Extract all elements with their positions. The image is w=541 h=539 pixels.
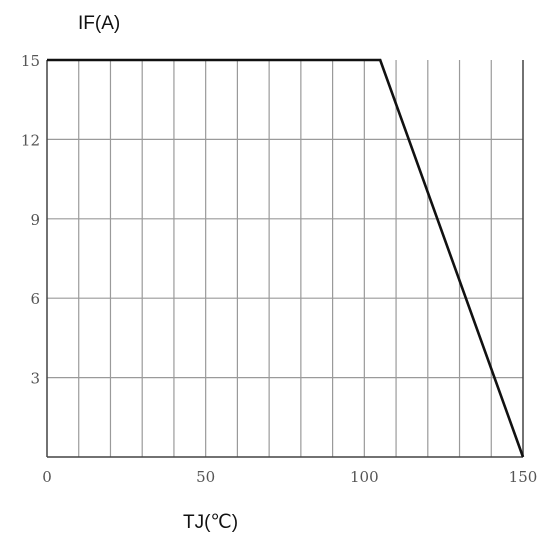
y-tick-label: 9	[30, 211, 40, 229]
y-axis-title: IF(A)	[78, 13, 120, 34]
x-tick-labels: 0 50 100 150	[42, 468, 537, 486]
y-tick-label: 12	[21, 131, 40, 149]
y-tick-label: 15	[21, 52, 40, 70]
plot-frame	[46, 60, 524, 458]
x-tick-label: 50	[196, 468, 215, 486]
grid	[47, 60, 523, 457]
data-series	[47, 58, 525, 458]
y-tick-label: 6	[30, 290, 40, 308]
x-tick-label: 150	[509, 468, 538, 486]
x-axis-title: TJ(℃)	[183, 512, 238, 533]
x-tick-label: 0	[42, 468, 52, 486]
y-tick-labels: 3 6 9 12 15	[21, 52, 40, 388]
y-tick-label: 3	[30, 370, 40, 388]
x-tick-label: 100	[350, 468, 379, 486]
series-line	[47, 58, 525, 458]
